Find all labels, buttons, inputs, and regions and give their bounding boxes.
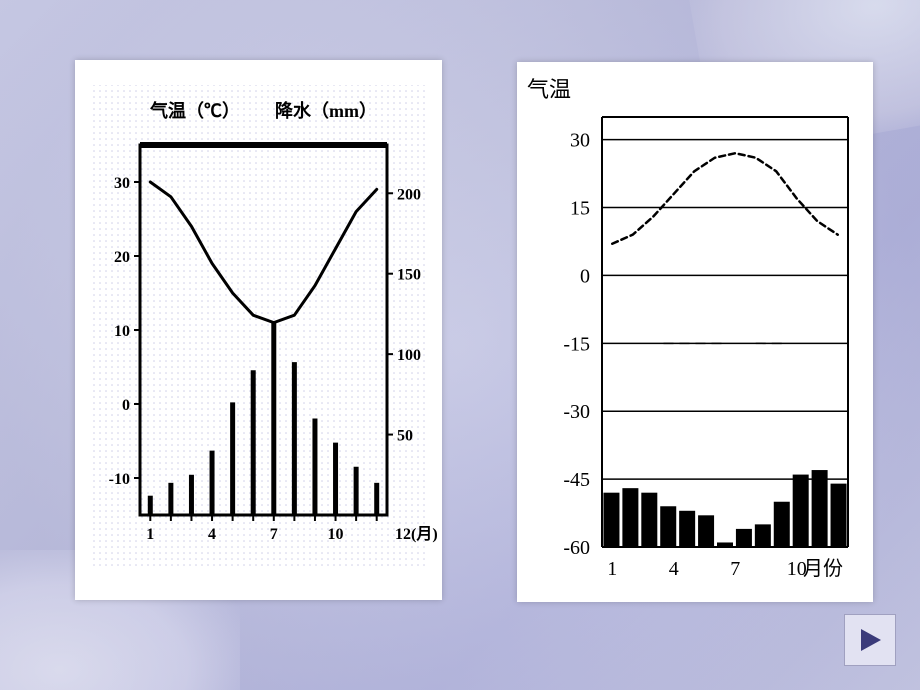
svg-text:气温（℃）: 气温（℃）: [149, 100, 240, 121]
svg-text:1: 1: [607, 558, 617, 580]
slide-root: 气温（℃）降水（mm）-100102030501001502001471012(…: [0, 0, 920, 690]
play-triangle-icon: [855, 625, 885, 655]
svg-text:12(月): 12(月): [395, 525, 438, 543]
svg-text:降水（mm）: 降水（mm）: [275, 100, 377, 121]
left-chart-panel: 气温（℃） 降水（mm） -10 0 10 20 30 50 100 150 200 1 4 7 10 12(…: [75, 60, 442, 600]
svg-text:-10: -10: [109, 471, 130, 488]
svg-text:-15: -15: [563, 333, 590, 355]
svg-text:30: 30: [570, 130, 590, 152]
svg-text:-30: -30: [563, 401, 590, 423]
svg-text:30: 30: [114, 175, 130, 192]
svg-text:200: 200: [397, 186, 421, 203]
svg-text:7: 7: [730, 558, 740, 580]
svg-text:50: 50: [397, 428, 413, 445]
svg-text:月份: 月份: [803, 557, 843, 580]
svg-text:-60: -60: [563, 537, 590, 559]
right-chart-svg: 气温-60-45-30-150153014710月份: [517, 62, 873, 602]
svg-text:10: 10: [328, 526, 344, 543]
svg-text:10: 10: [114, 323, 130, 340]
svg-text:4: 4: [669, 558, 679, 580]
svg-text:0: 0: [122, 397, 130, 414]
svg-text:15: 15: [570, 198, 590, 220]
svg-text:1: 1: [146, 526, 154, 543]
svg-text:7: 7: [270, 526, 278, 543]
svg-text:-45: -45: [563, 469, 590, 491]
svg-text:4: 4: [208, 526, 216, 543]
svg-text:气温: 气温: [527, 77, 571, 102]
svg-text:20: 20: [114, 249, 130, 266]
right-chart-panel: 气温-60-45-30-150153014710月份: [517, 62, 873, 602]
next-button[interactable]: [844, 614, 896, 666]
svg-text:0: 0: [580, 265, 590, 287]
left-chart-svg: 气温（℃） 降水（mm） -10 0 10 20 30 50 100 150 200 1 4 7 10 12(…: [75, 60, 442, 600]
svg-text:100: 100: [397, 347, 421, 364]
svg-text:150: 150: [397, 267, 421, 284]
